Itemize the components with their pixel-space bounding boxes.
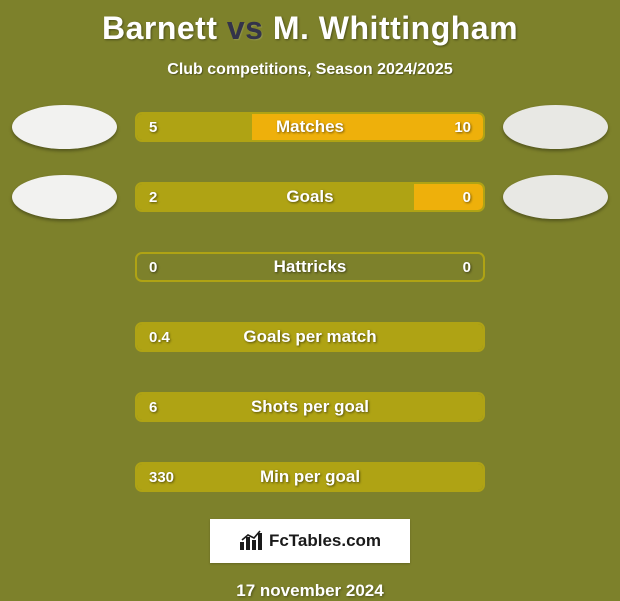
player2-avatar bbox=[503, 105, 608, 149]
player2-avatar bbox=[503, 175, 608, 219]
stat-value-player1: 6 bbox=[149, 394, 157, 420]
stat-label: Matches bbox=[137, 114, 483, 140]
stat-label: Goals bbox=[137, 184, 483, 210]
stat-bar: Min per goal330 bbox=[135, 462, 485, 492]
stat-row: Hattricks0 0 bbox=[0, 245, 620, 289]
stats-container: Matches510Goals20Hattricks00Goals per ma… bbox=[0, 105, 620, 499]
stat-value-player2: 0 bbox=[463, 254, 471, 280]
stat-bar: Hattricks0 0 bbox=[135, 252, 485, 282]
stat-label: Shots per goal bbox=[137, 394, 483, 420]
stat-label: Min per goal bbox=[137, 464, 483, 490]
stat-label: Goals per match bbox=[137, 324, 483, 350]
player1-avatar bbox=[12, 105, 117, 149]
chart-icon bbox=[239, 530, 265, 552]
stat-bar: Matches5 10 bbox=[135, 112, 485, 142]
stat-bar: Goals2 0 bbox=[135, 182, 485, 212]
player2-name: M. Whittingham bbox=[273, 10, 518, 46]
stat-bar: Shots per goal6 bbox=[135, 392, 485, 422]
vs-text: vs bbox=[227, 10, 264, 46]
stat-value-player2: 0 bbox=[463, 184, 471, 210]
stat-value-player1: 5 bbox=[149, 114, 157, 140]
stat-value-player2: 10 bbox=[454, 114, 471, 140]
snapshot-date: 17 november 2024 bbox=[0, 581, 620, 601]
stat-row: Shots per goal6 bbox=[0, 385, 620, 429]
stat-row: Goals2 0 bbox=[0, 175, 620, 219]
stat-value-player1: 330 bbox=[149, 464, 174, 490]
stat-value-player1: 0.4 bbox=[149, 324, 170, 350]
stat-value-player1: 2 bbox=[149, 184, 157, 210]
stat-row: Matches5 10 bbox=[0, 105, 620, 149]
player1-name: Barnett bbox=[102, 10, 218, 46]
fctables-logo: FcTables.com bbox=[210, 519, 410, 563]
stat-value-player1: 0 bbox=[149, 254, 157, 280]
competition-subtitle: Club competitions, Season 2024/2025 bbox=[0, 61, 620, 79]
stat-row: Min per goal330 bbox=[0, 455, 620, 499]
logo-text: FcTables.com bbox=[269, 531, 381, 551]
stat-row: Goals per match0.4 bbox=[0, 315, 620, 359]
player1-avatar bbox=[12, 175, 117, 219]
comparison-title: Barnett vs M. Whittingham bbox=[0, 0, 620, 47]
stat-bar: Goals per match0.4 bbox=[135, 322, 485, 352]
stat-label: Hattricks bbox=[137, 254, 483, 280]
